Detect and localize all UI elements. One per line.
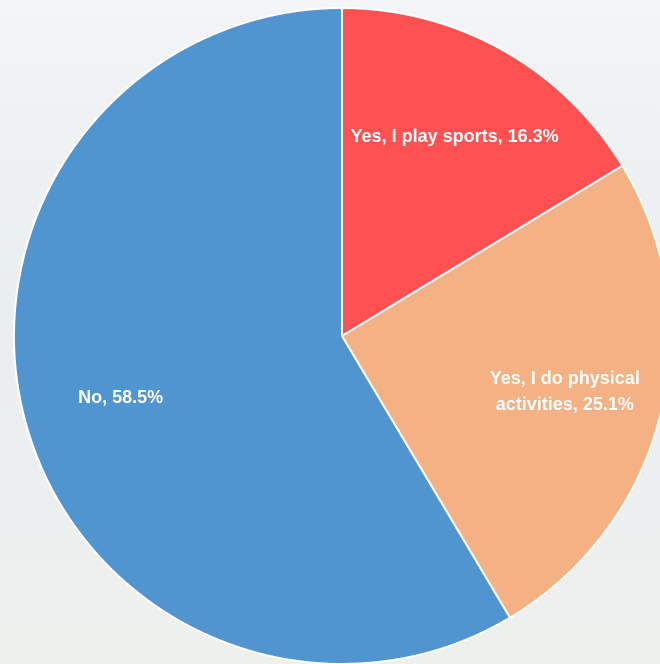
data-label: Yes, I do physical activities, 25.1% <box>489 368 640 415</box>
data-label: Yes, I play sports, 16.3% <box>350 125 559 146</box>
pie-slice <box>340 164 660 620</box>
pie-slice <box>341 6 624 338</box>
data-label: No, 58.5% <box>78 386 164 407</box>
